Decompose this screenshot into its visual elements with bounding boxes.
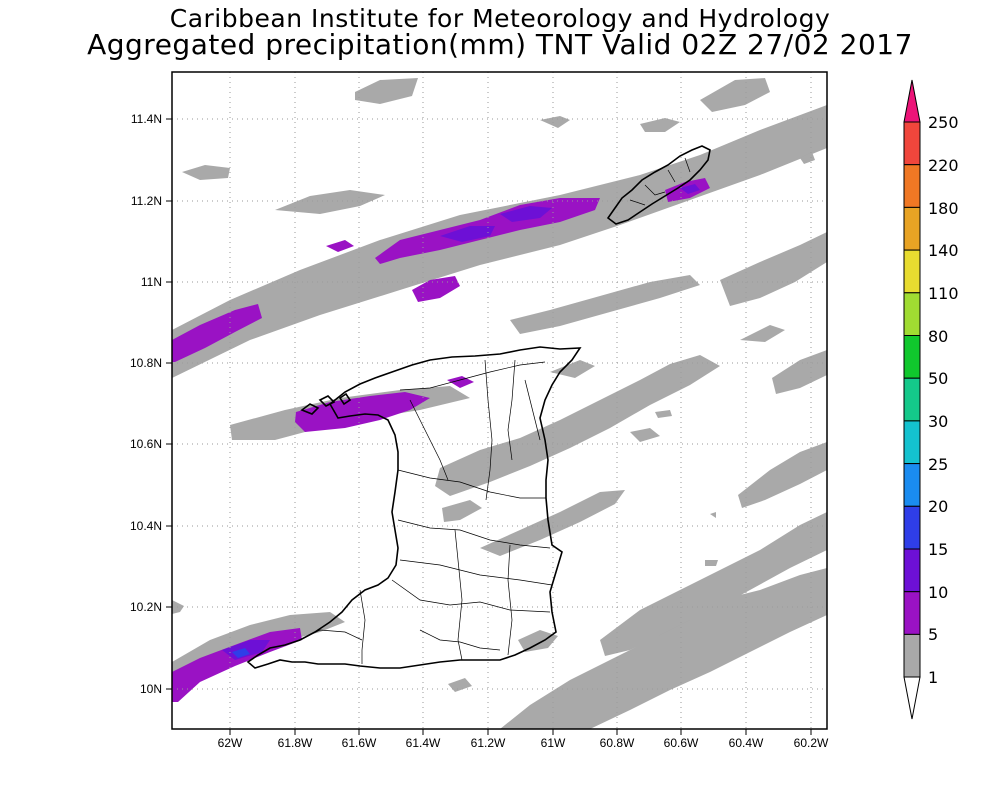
lon-tick-label: 60.4W xyxy=(729,736,764,750)
lon-tick-label: 62W xyxy=(218,736,243,750)
colorbar-label: 80 xyxy=(928,327,948,346)
lon-tick-label: 60.8W xyxy=(600,736,635,750)
colorbar-label: 220 xyxy=(928,156,959,175)
trinidad-coastline xyxy=(246,346,582,669)
colorbar-label: 50 xyxy=(928,369,948,388)
lat-tick-label: 10N xyxy=(140,682,162,696)
colorbar-label: 25 xyxy=(928,455,948,474)
map-gridlines xyxy=(172,72,827,729)
lat-tick-label: 11N xyxy=(141,275,162,289)
colorbar-swatch-1-5 xyxy=(903,633,921,678)
colorbar-label: 110 xyxy=(928,284,959,303)
colorbar-label: 140 xyxy=(928,241,959,260)
map-frame xyxy=(171,71,828,730)
colorbar-swatch-15-20 xyxy=(903,505,921,550)
colorbar-labels: 1 5 10 15 20 25 30 50 80 110 140 180 220… xyxy=(928,113,959,687)
colorbar-label: 15 xyxy=(928,540,948,559)
coastline-layer xyxy=(246,145,711,669)
colorbar-label: 5 xyxy=(928,625,938,644)
lon-tick-label: 61.4W xyxy=(406,736,441,750)
colorbar xyxy=(903,79,921,720)
colorbar-label: 180 xyxy=(928,199,959,218)
lon-tick-label: 61.6W xyxy=(342,736,377,750)
colorbar-swatch-180-220 xyxy=(903,164,921,208)
trinidad-nw-islets xyxy=(300,392,352,415)
colorbar-swatch-220-250 xyxy=(903,121,921,166)
lon-tick-label: 61.8W xyxy=(278,736,313,750)
colorbar-swatch-110-140 xyxy=(903,249,921,294)
precip-band-5-10 xyxy=(172,178,710,702)
colorbar-swatch-140-180 xyxy=(903,206,921,251)
colorbar-label: 30 xyxy=(928,412,948,431)
colorbar-under-arrow xyxy=(903,676,921,720)
map-title-line1: Caribbean Institute for Meteorology and … xyxy=(169,4,831,33)
axis-tick-marks xyxy=(166,118,812,735)
lat-tick-label: 10.6N xyxy=(130,437,162,451)
tobago-coastline xyxy=(606,145,711,225)
precip-band-1-5 xyxy=(172,78,827,729)
lat-tick-label: 10.2N xyxy=(130,600,162,614)
colorbar-swatch-30-50 xyxy=(903,377,921,422)
colorbar-over-arrow xyxy=(903,79,921,123)
trinidad-boundaries xyxy=(299,359,553,664)
longitude-tick-labels: 62W 61.8W 61.6W 61.4W 61.2W 61W 60.8W 60… xyxy=(218,736,829,750)
lon-tick-label: 61W xyxy=(541,736,566,750)
lat-tick-label: 10.4N xyxy=(130,519,162,533)
lat-tick-label: 11.2N xyxy=(131,194,162,208)
precip-band-15-20 xyxy=(232,648,250,658)
map-title-line2: Aggregated precipitation(mm) TNT Valid 0… xyxy=(87,28,913,61)
lat-tick-label: 11.4N xyxy=(131,112,162,126)
lat-tick-label: 10.8N xyxy=(130,356,162,370)
colorbar-swatch-50-80 xyxy=(903,335,921,379)
colorbar-swatch-5-10 xyxy=(903,591,921,635)
colorbar-swatch-25-30 xyxy=(903,420,921,465)
lon-tick-label: 60.2W xyxy=(794,736,829,750)
colorbar-label: 1 xyxy=(928,668,938,687)
colorbar-label: 250 xyxy=(928,113,959,132)
colorbar-swatch-80-110 xyxy=(903,292,921,336)
colorbar-swatch-10-15 xyxy=(903,548,921,593)
tobago-boundaries xyxy=(629,157,691,206)
lon-tick-label: 61.2W xyxy=(471,736,506,750)
colorbar-label: 10 xyxy=(928,583,948,602)
precipitation-field xyxy=(172,78,827,729)
colorbar-label: 20 xyxy=(928,497,948,516)
latitude-tick-labels: 10N 10.2N 10.4N 10.6N 10.8N 11N 11.2N 11… xyxy=(130,112,162,696)
colorbar-swatch-20-25 xyxy=(903,463,921,507)
lon-tick-label: 60.6W xyxy=(664,736,699,750)
